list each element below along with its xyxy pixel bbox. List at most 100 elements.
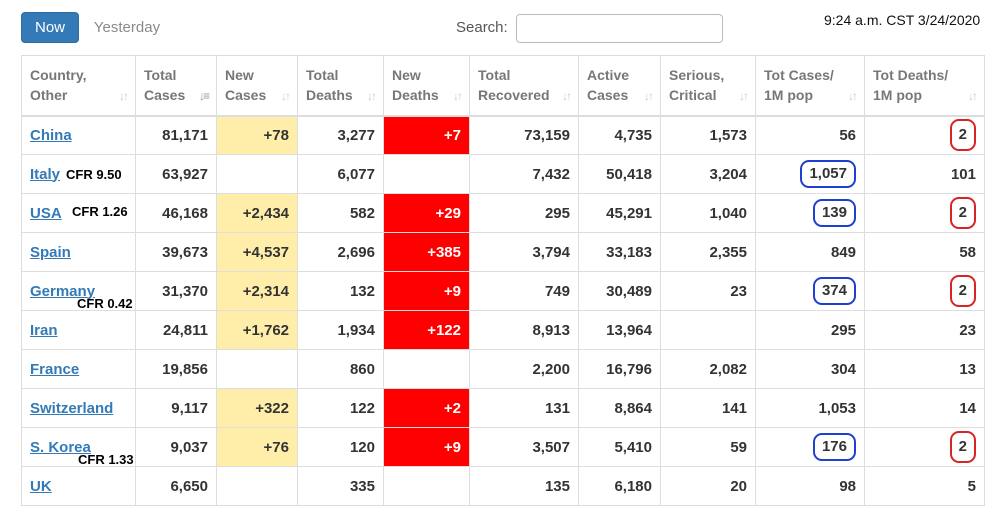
cell-serious [660,310,756,350]
cell-cases-per-1m: 56 [755,115,865,155]
cell-total-recovered: 295 [469,193,579,233]
now-button[interactable]: Now [21,12,79,43]
cell-total-recovered: 131 [469,388,579,428]
cell-serious: 2,355 [660,232,756,272]
cell-new-deaths: +2 [383,388,470,428]
cell-cases-per-1m: 98 [755,466,865,506]
cell-cases-per-1m: 1,057 [755,154,865,194]
table-body: China 81,171 +78 3,277 +7 73,159 4,735 1,573 56 2… [21,115,985,506]
country-link[interactable]: Switzerland [30,399,114,417]
header-total-recovered[interactable]: Total Recovered ↓↑ [469,55,579,117]
cell-country: France [21,349,136,389]
country-link[interactable]: UK [30,477,52,495]
header-active-cases[interactable]: Active Cases ↓↑ [578,55,661,117]
cell-country: Iran [21,310,136,350]
sort-icon[interactable]: ↓↑ [644,89,654,103]
header-label-line2: Cases [144,87,186,104]
header-label-line1: Total [144,67,177,84]
search-input[interactable] [516,14,723,43]
cell-total-recovered: 749 [469,271,579,311]
country-link[interactable]: France [30,360,80,378]
header-total-cases[interactable]: Total Cases ↓≡ [135,55,217,117]
header-label-line1: Country, [30,67,87,84]
sort-icon[interactable]: ↓↑ [453,89,463,103]
country-link[interactable]: Germany [30,282,96,300]
country-link[interactable]: Iran [30,321,58,339]
highlight-circle: 374 [812,277,856,305]
header-new-cases[interactable]: New Cases ↓↑ [216,55,298,117]
table-row: Spain 39,673 +4,537 2,696 +385 3,794 33,183 2,3… [21,232,985,272]
cell-deaths-per-1m: 14 [864,388,985,428]
cell-deaths-per-1m: 2 [864,115,985,155]
cell-deaths-per-1m: 2 [864,427,985,467]
cell-country: Italy CFR 9.50 [21,154,136,194]
header-total-deaths[interactable]: Total Deaths ↓↑ [297,55,384,117]
cfr-annotation: CFR 1.33 [78,452,134,467]
cell-serious: 59 [660,427,756,467]
country-link[interactable]: China [30,126,72,144]
cell-deaths-per-1m: 2 [864,193,985,233]
cell-active-cases: 5,410 [578,427,661,467]
cell-total-cases: 81,171 [135,115,217,155]
cell-total-deaths: 2,696 [297,232,384,272]
cell-country: Germany CFR 0.42 [21,271,136,311]
search-label: Search: [456,19,508,36]
sort-icon[interactable]: ↓↑ [848,89,858,103]
cell-active-cases: 33,183 [578,232,661,272]
header-deaths-per-1m[interactable]: Tot Deaths/1M pop ↓↑ [864,55,985,117]
cell-serious: 23 [660,271,756,311]
cell-total-cases: 19,856 [135,349,217,389]
cell-deaths-per-1m: 5 [864,466,985,506]
sort-icon[interactable]: ↓↑ [119,89,129,103]
cell-new-deaths: +122 [383,310,470,350]
cell-total-cases: 63,927 [135,154,217,194]
cell-total-cases: 24,811 [135,310,217,350]
cell-total-deaths: 3,277 [297,115,384,155]
highlight-circle: 139 [812,199,856,227]
cell-total-deaths: 582 [297,193,384,233]
cell-country: China [21,115,136,155]
header-label-line1: Tot Cases/ [764,67,834,84]
cell-deaths-per-1m: 13 [864,349,985,389]
cell-new-cases [216,349,298,389]
highlight-circle: 1,057 [800,160,856,188]
header-serious-critical[interactable]: Serious, Critical ↓↑ [660,55,756,117]
cell-new-deaths: +7 [383,115,470,155]
yesterday-button[interactable]: Yesterday [93,19,161,36]
country-link[interactable]: S. Korea [30,438,91,456]
cell-active-cases: 30,489 [578,271,661,311]
sort-icon[interactable]: ↓↑ [562,89,572,103]
header-new-deaths[interactable]: New Deaths ↓↑ [383,55,470,117]
cell-serious: 2,082 [660,349,756,389]
country-link[interactable]: Italy [30,165,61,183]
table-row: S. Korea CFR 1.33 9,037 +76 120 +9 3,507 5,410 5… [21,427,985,467]
highlight-circle: 2 [949,119,976,152]
table-row: Italy CFR 9.50 63,927 6,077 7,432 50,418 3,204… [21,154,985,194]
sort-icon[interactable]: ↓↑ [968,89,978,103]
country-link[interactable]: Spain [30,243,71,261]
cell-country: Spain [21,232,136,272]
cell-new-deaths [383,466,470,506]
cell-cases-per-1m: 849 [755,232,865,272]
table-row: France 19,856 860 2,200 16,796 2,082 304 13 [21,349,985,389]
cell-total-recovered: 73,159 [469,115,579,155]
sort-icon[interactable]: ↓≡ [198,89,210,103]
header-country[interactable]: Country, Other ↓↑ [21,55,136,117]
header-label-line2: 1M pop [764,87,813,104]
cell-serious: 141 [660,388,756,428]
sort-icon[interactable]: ↓↑ [281,89,291,103]
cell-new-cases: +78 [216,115,298,155]
cell-total-cases: 9,037 [135,427,217,467]
country-link[interactable]: USA [30,204,62,222]
header-label-line1: New [392,67,421,84]
cell-cases-per-1m: 176 [755,427,865,467]
highlight-circle: 2 [949,431,976,463]
sort-icon[interactable]: ↓↑ [367,89,377,103]
header-label-line2: Deaths [392,87,439,104]
header-row: Country, Other ↓↑ Total Cases ↓≡ New Cases ↓↑ Tot… [21,55,985,117]
header-cases-per-1m[interactable]: Tot Cases/1M pop ↓↑ [755,55,865,117]
cell-total-cases: 46,168 [135,193,217,233]
cfr-annotation: CFR 0.42 [77,296,133,311]
sort-icon[interactable]: ↓↑ [739,89,749,103]
cell-total-recovered: 3,507 [469,427,579,467]
